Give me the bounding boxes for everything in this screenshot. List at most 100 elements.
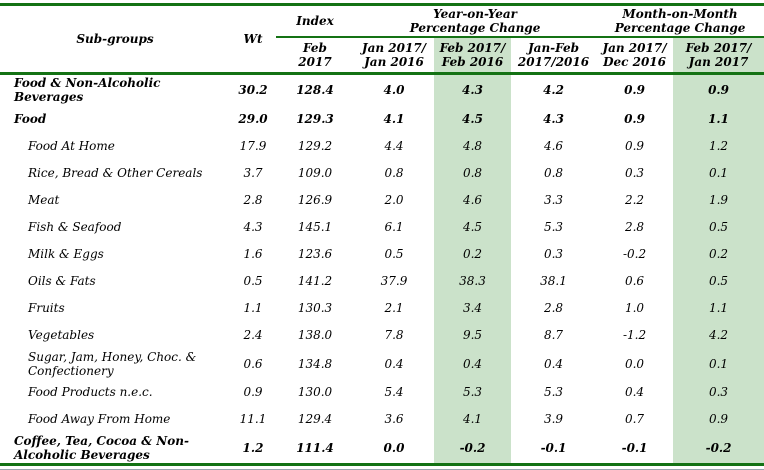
sub-header-row: Feb 2017 Jan 2017/ Jan 2016 Feb 2017/ Fe… <box>0 37 764 76</box>
value-cell: -0.1 <box>511 432 597 467</box>
value-cell: 4.2 <box>543 83 564 98</box>
subgroup-name-cell: Food <box>14 112 47 127</box>
table-row: Rice, Bread & Other Cereals 3.7 109.0 0.8 0.… <box>0 159 764 187</box>
value-cell: 4.6 <box>434 186 511 214</box>
value-cell: 0.9 <box>243 385 263 400</box>
value-cell: 11.1 <box>239 412 267 427</box>
value-cell: 5.4 <box>384 385 404 400</box>
table-row: Food Away From Home 11.1 129.4 3.6 4.1 3.9 0.7… <box>0 405 764 433</box>
value-cell: 0.3 <box>673 378 764 406</box>
table-row: Food Products n.e.c. 0.9 130.0 5.4 5.3 5.3 0.4… <box>0 378 764 406</box>
value-cell: 130.0 <box>297 385 333 400</box>
value-cell: 123.6 <box>297 247 333 262</box>
group-header-year-on-year: Year-on-Year Percentage Change <box>354 4 597 39</box>
value-cell: 0.6 <box>624 274 645 289</box>
group-header-index: Index <box>276 4 354 39</box>
value-cell: 129.4 <box>297 412 333 427</box>
value-cell: 8.7 <box>543 328 564 343</box>
value-cell: 4.3 <box>434 73 511 106</box>
value-cell: 2.8 <box>243 193 263 208</box>
col-header-subgroups: Sub-groups <box>0 4 230 76</box>
value-cell: 0.3 <box>624 166 645 181</box>
value-cell: 0.4 <box>624 385 645 400</box>
value-cell: 37.9 <box>380 274 408 289</box>
subgroup-name-cell: Meat <box>28 193 60 208</box>
value-cell: 30.2 <box>238 83 268 98</box>
value-cell: 109.0 <box>297 166 333 181</box>
value-cell: 2.4 <box>243 328 263 343</box>
value-cell: 0.5 <box>673 267 764 295</box>
table-row: Meat 2.8 126.9 2.0 4.6 3.3 2.2 1.9 <box>0 186 764 214</box>
col-header-janfeb-2017-2016: Jan-Feb 2017/2016 <box>511 37 597 76</box>
value-cell: 4.1 <box>434 405 511 433</box>
value-cell: 3.7 <box>243 166 263 181</box>
value-cell: 38.1 <box>540 274 567 289</box>
value-cell: 0.9 <box>624 112 645 127</box>
value-cell: -0.2 <box>434 432 511 467</box>
table-row: Sugar, Jam, Honey, Choc. & Confectionery… <box>0 348 764 379</box>
value-cell: 0.2 <box>673 240 764 268</box>
value-cell: 4.0 <box>383 83 405 98</box>
value-cell: 2.8 <box>543 301 564 316</box>
subgroup-name-cell: Coffee, Tea, Cocoa & Non- Alcoholic Beve… <box>0 432 230 467</box>
subgroup-name-cell: Milk & Eggs <box>28 247 104 262</box>
value-cell: 0.4 <box>384 356 404 371</box>
value-cell: 0.9 <box>624 83 645 98</box>
table-row: Fish & Seafood 4.3 145.1 6.1 4.5 5.3 2.8 0.5 <box>0 213 764 241</box>
col-header-feb2017-jan2017: Feb 2017/ Jan 2017 <box>673 37 764 76</box>
subgroup-name-cell: Fruits <box>28 301 65 316</box>
value-cell: 0.9 <box>673 73 764 106</box>
value-cell: 134.8 <box>297 356 333 371</box>
subgroup-name-cell: Sugar, Jam, Honey, Choc. & Confectionery <box>28 349 197 378</box>
value-cell: 111.4 <box>276 432 354 467</box>
value-cell: 0.6 <box>243 356 263 371</box>
value-cell: 17.9 <box>239 139 267 154</box>
table-body: Food & Non-Alcoholic Beverages 30.2 128.4 4… <box>0 73 764 467</box>
value-cell: 4.4 <box>384 139 404 154</box>
value-cell: 1.1 <box>673 105 764 133</box>
value-cell: 5.3 <box>434 378 511 406</box>
value-cell: 0.2 <box>434 240 511 268</box>
table-row: Food 29.0 129.3 4.1 4.5 4.3 0.9 1.1 <box>0 105 764 133</box>
value-cell: 0.3 <box>543 247 564 262</box>
value-cell: 3.3 <box>543 193 564 208</box>
value-cell: 0.1 <box>673 348 764 379</box>
value-cell: 128.4 <box>296 83 334 98</box>
value-cell: 3.9 <box>543 412 564 427</box>
value-cell: 145.1 <box>297 220 333 235</box>
value-cell: 130.3 <box>297 301 333 316</box>
value-cell: -0.2 <box>673 432 764 467</box>
value-cell: 4.2 <box>673 321 764 349</box>
group-header-month-on-month: Month-on-Month Percentage Change <box>596 4 764 39</box>
value-cell: 141.2 <box>297 274 333 289</box>
table-row: Food At Home 17.9 129.2 4.4 4.8 4.6 0.9 1.2 <box>0 132 764 160</box>
value-cell: 1.6 <box>243 247 263 262</box>
table-row: Fruits 1.1 130.3 2.1 3.4 2.8 1.0 1.1 <box>0 294 764 322</box>
col-header-jan2017-dec2016: Jan 2017/ Dec 2016 <box>596 37 674 76</box>
value-cell: 129.3 <box>296 112 334 127</box>
col-header-wt: Wt <box>230 4 276 76</box>
value-cell: 0.5 <box>384 247 404 262</box>
value-cell: 4.3 <box>243 220 263 235</box>
value-cell: 1.2 <box>230 432 276 467</box>
value-cell: -1.2 <box>622 328 647 343</box>
col-header-index-feb-2017: Feb 2017 <box>276 37 354 76</box>
value-cell: 0.4 <box>434 348 511 379</box>
value-cell: 29.0 <box>238 112 268 127</box>
col-header-jan2017-jan2016: Jan 2017/ Jan 2016 <box>354 37 434 76</box>
value-cell: -0.1 <box>596 432 674 467</box>
value-cell: 0.0 <box>624 356 645 371</box>
value-cell: 0.8 <box>384 166 404 181</box>
value-cell: 0.0 <box>354 432 434 467</box>
value-cell: 6.1 <box>384 220 404 235</box>
value-cell: 5.3 <box>543 220 564 235</box>
subgroup-name-cell: Food & Non-Alcoholic Beverages <box>14 76 161 105</box>
value-cell: 0.4 <box>543 356 564 371</box>
value-cell: 5.3 <box>543 385 564 400</box>
value-cell: 7.8 <box>384 328 404 343</box>
value-cell: 2.2 <box>624 193 645 208</box>
value-cell: 138.0 <box>297 328 333 343</box>
table-header: Sub-groups Wt Index Year-on-Year Percent… <box>0 4 764 76</box>
value-cell: 0.1 <box>673 159 764 187</box>
